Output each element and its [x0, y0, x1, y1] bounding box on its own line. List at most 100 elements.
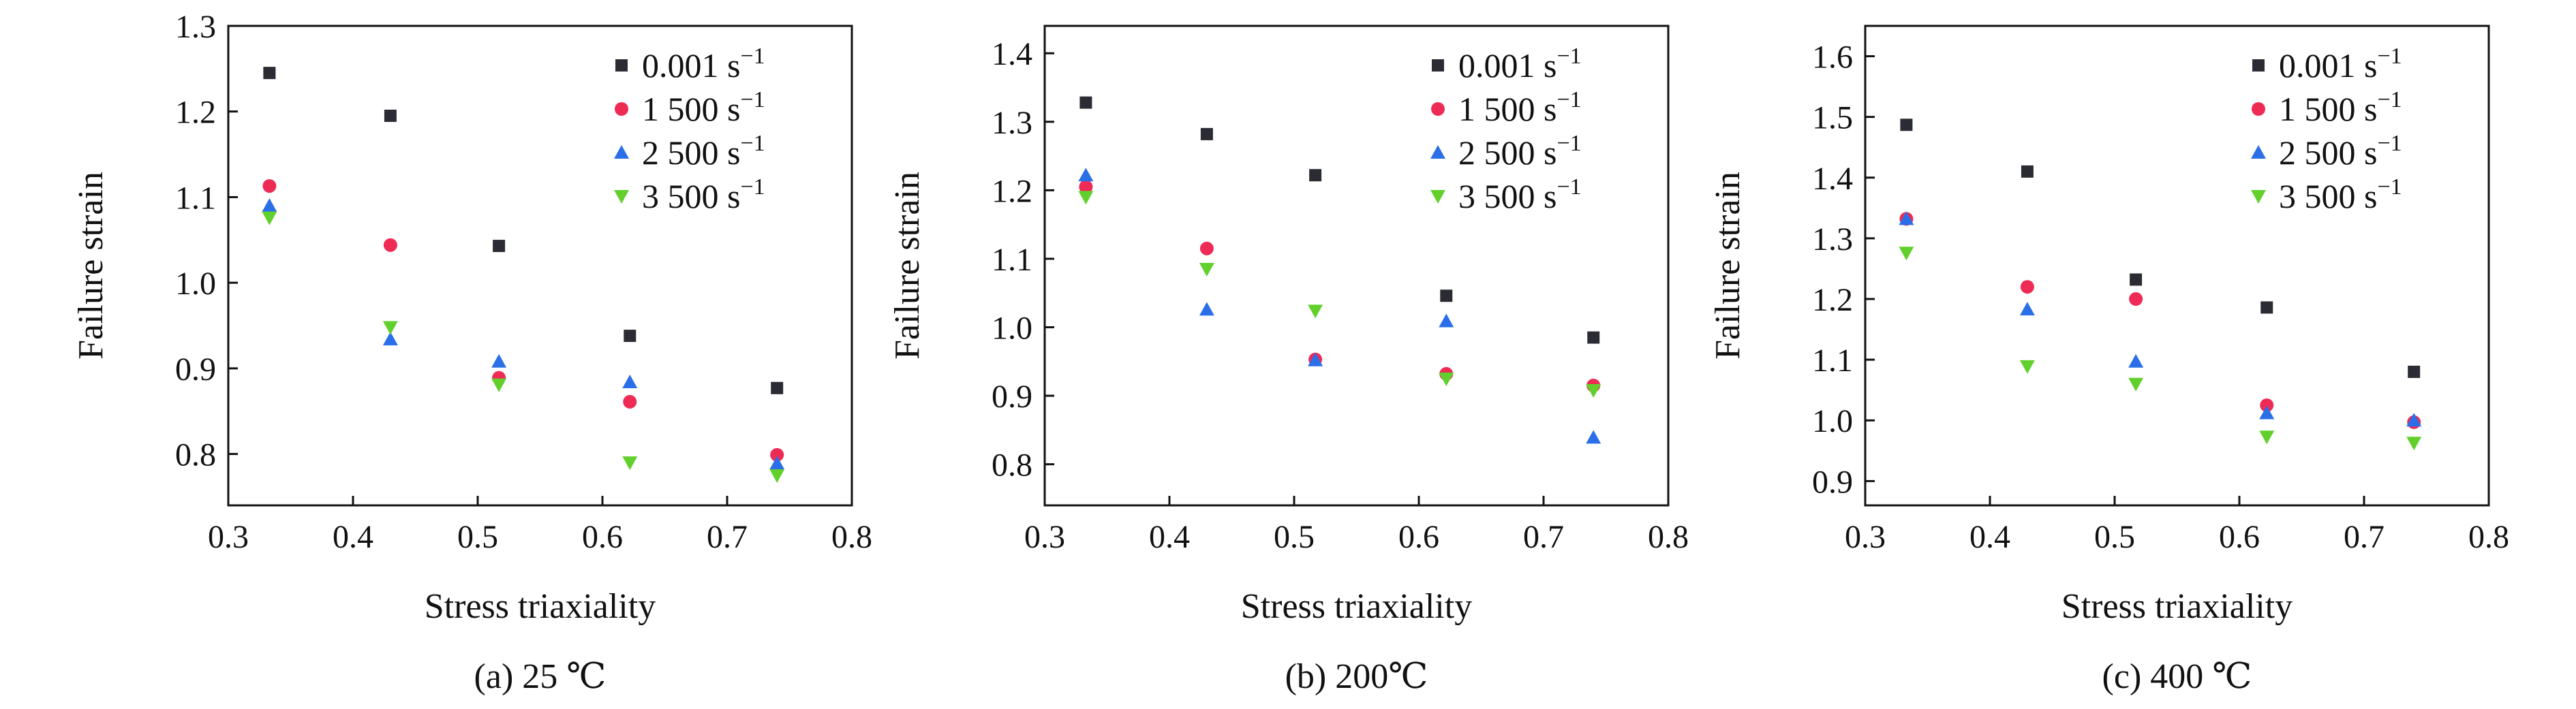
panel-caption: (c) 400 ℃: [2102, 657, 2252, 696]
point-triangle-down: [491, 378, 507, 392]
x-tick-label: 0.5: [1274, 519, 1315, 555]
chart-panel-1: 0.3 0.4 0.5 0.6 0.7 0.8 0.8 0.9 1.0 1.1 1.2 1.3 Stre…: [72, 9, 872, 696]
point-square: [2408, 365, 2421, 378]
point-square: [1440, 289, 1453, 302]
point-triangle-up: [769, 456, 785, 470]
point-square: [1900, 119, 1913, 131]
y-tick-label: 1.4: [992, 36, 1032, 72]
y-tick-label: 1.3: [1812, 221, 1853, 257]
point-square: [384, 110, 397, 122]
point-triangle-up: [1308, 352, 1323, 366]
legend-label: 1 500 s−1: [2279, 87, 2402, 128]
y-tick-label: 0.8: [992, 447, 1032, 484]
point-triangle-down: [262, 211, 277, 225]
plot-frame: [1864, 25, 2490, 507]
point-triangle-down: [1899, 247, 1914, 261]
point-triangle-down: [2128, 377, 2144, 392]
y-tick-label: 1.0: [992, 311, 1032, 347]
point-triangle-down: [1199, 263, 1214, 277]
x-axis-label: Stress triaxiality: [1241, 587, 1472, 626]
point-square: [493, 240, 506, 253]
legend-label: 3 500 s−1: [642, 174, 765, 215]
y-tick-label: 1.2: [992, 173, 1032, 209]
point-triangle-up: [1899, 211, 1914, 225]
x-tick-label: 0.5: [2094, 519, 2135, 555]
legend-label: 2 500 s−1: [1458, 131, 1582, 172]
point-square: [2130, 273, 2143, 286]
x-tick-label: 0.8: [1648, 519, 1689, 555]
point-triangle-down: [2019, 360, 2035, 374]
point-triangle-up: [2019, 302, 2035, 316]
y-tick-label: 1.1: [1812, 343, 1853, 379]
point-triangle-down: [1586, 384, 1601, 398]
y-tick-label: 1.3: [992, 105, 1032, 141]
point-square: [1079, 96, 1092, 109]
x-tick-label: 0.4: [333, 519, 373, 555]
legend-label: 0.001 s−1: [1458, 44, 1582, 84]
x-axis-label: Stress triaxiality: [2061, 587, 2293, 626]
legend-marker-triangle-up: [1430, 145, 1445, 159]
x-tick-label: 0.3: [208, 519, 249, 555]
y-tick-label: 0.9: [992, 379, 1032, 415]
point-square: [2260, 301, 2273, 314]
x-tick-label: 0.4: [1149, 519, 1190, 555]
point-triangle-up: [2259, 405, 2275, 420]
legend-label: 1 500 s−1: [642, 87, 765, 128]
point-triangle-up: [1586, 430, 1601, 444]
plot-frame: [227, 25, 853, 507]
point-triangle-up: [1439, 313, 1454, 328]
legend-marker-circle: [1431, 102, 1445, 116]
point-circle: [2129, 292, 2143, 306]
point-triangle-up: [2128, 353, 2144, 368]
point-circle: [2260, 398, 2274, 412]
point-triangle-up: [1199, 302, 1214, 316]
legend-marker-triangle-down: [2251, 190, 2266, 204]
point-circle: [623, 394, 637, 409]
point-triangle-down: [1439, 372, 1454, 386]
legend-label: 2 500 s−1: [642, 131, 765, 172]
point-square: [1587, 331, 1600, 344]
point-square: [771, 381, 784, 394]
x-tick-label: 0.7: [1523, 519, 1564, 555]
legend-label: 0.001 s−1: [642, 44, 765, 84]
x-tick-label: 0.4: [1969, 519, 2010, 555]
point-square: [2021, 165, 2034, 178]
x-tick-label: 0.6: [1398, 519, 1439, 555]
y-tick-label: 1.0: [175, 266, 216, 302]
point-circle: [383, 238, 397, 252]
point-triangle-down: [2406, 437, 2422, 451]
y-tick-label: 1.5: [1812, 100, 1853, 136]
point-square: [624, 330, 637, 343]
legend-label: 3 500 s−1: [2279, 174, 2402, 215]
legend-marker-triangle-up: [614, 145, 629, 159]
y-axis-label: Failure strain: [888, 172, 927, 360]
x-tick-label: 0.7: [2344, 519, 2385, 555]
x-tick-label: 0.6: [2219, 519, 2260, 555]
chart-panel-3: 0.3 0.4 0.5 0.6 0.7 0.8 0.9 1.0 1.1 1.2 1.3 1.4 1.5 1…: [1708, 25, 2509, 696]
y-tick-label: 1.1: [992, 242, 1032, 278]
y-tick-label: 0.9: [1812, 464, 1853, 500]
y-tick-label: 0.8: [175, 437, 216, 473]
point-square: [263, 67, 276, 80]
point-triangle-up: [622, 374, 638, 388]
x-tick-label: 0.8: [2468, 519, 2509, 555]
point-circle: [770, 447, 784, 462]
panel-caption: (a) 25 ℃: [474, 657, 607, 696]
point-square: [1200, 127, 1213, 140]
y-tick-label: 1.4: [1812, 161, 1853, 197]
point-triangle-up: [491, 353, 507, 368]
x-tick-label: 0.5: [457, 519, 498, 555]
point-circle: [1079, 180, 1093, 194]
x-tick-label: 0.6: [582, 519, 623, 555]
x-tick-label: 0.3: [1024, 519, 1065, 555]
chart-panel-2: 0.3 0.4 0.5 0.6 0.7 0.8 0.8 0.9 1.0 1.1 1.2 1.3 1.4 S…: [888, 25, 1689, 696]
point-circle: [1199, 241, 1214, 255]
y-tick-label: 1.3: [175, 9, 216, 45]
legend-label: 2 500 s−1: [2279, 131, 2402, 172]
y-tick-label: 0.9: [175, 351, 216, 388]
y-axis-label: Failure strain: [72, 172, 110, 360]
x-tick-label: 0.8: [831, 519, 872, 555]
x-axis-label: Stress triaxiality: [425, 587, 656, 626]
point-triangle-down: [769, 469, 785, 483]
